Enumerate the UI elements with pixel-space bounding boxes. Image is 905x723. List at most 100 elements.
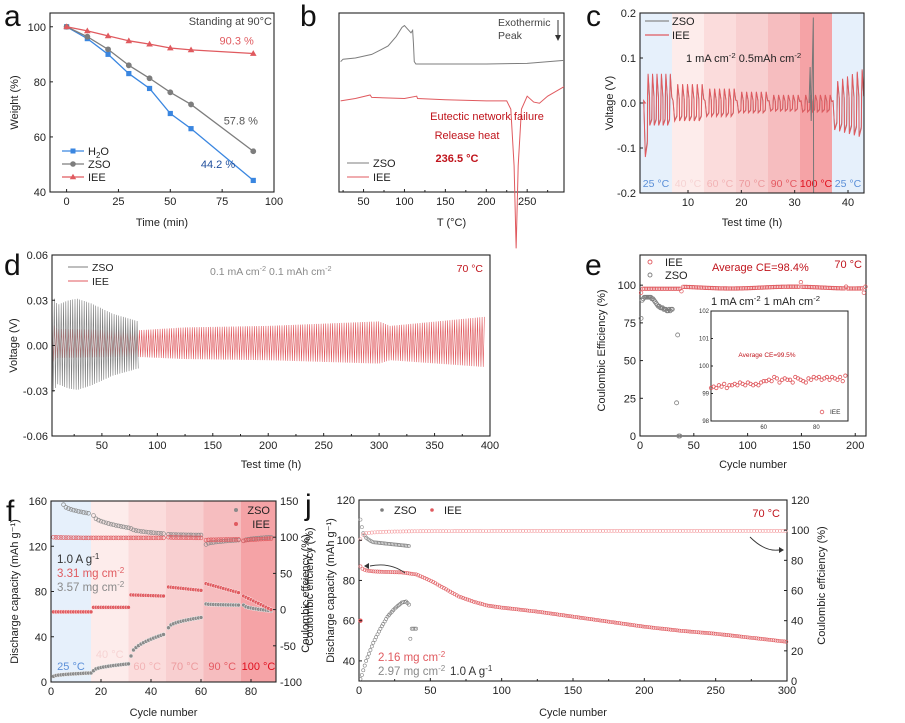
ce-point xyxy=(126,525,131,531)
ce-point xyxy=(444,529,448,534)
capacity-point xyxy=(422,576,427,580)
capacity-point xyxy=(128,653,134,659)
ce-point xyxy=(566,529,571,533)
ce-point xyxy=(171,535,176,540)
inset-data-point xyxy=(769,379,774,384)
data-point xyxy=(772,284,778,290)
panel-label-e: e xyxy=(585,249,602,282)
ce-point xyxy=(161,531,166,536)
ce-point xyxy=(73,535,79,541)
ce-point xyxy=(489,529,494,533)
capacity-point xyxy=(531,609,536,614)
y-tick-label: 40 xyxy=(343,656,355,668)
ce-point xyxy=(128,526,134,531)
data-point xyxy=(779,284,784,289)
capacity-point xyxy=(362,567,367,572)
inset-data-point xyxy=(787,377,793,382)
data-point xyxy=(63,23,70,30)
capacity-point xyxy=(578,615,583,620)
ce-point xyxy=(358,517,363,522)
inset-data-point xyxy=(790,380,795,385)
capacity-point xyxy=(439,584,444,589)
capacity-point xyxy=(371,569,376,574)
condition-note: 1 mA cm-2 0.5mAh cm-2 xyxy=(686,51,801,65)
ce-point xyxy=(176,535,181,540)
inset-frame xyxy=(710,310,849,422)
ce-point xyxy=(407,529,411,534)
note-sup: -2 xyxy=(438,650,446,659)
capacity-point xyxy=(463,596,468,601)
ce-point xyxy=(243,537,249,543)
x-tick-label: 150 xyxy=(436,196,454,208)
ce-point xyxy=(73,508,79,514)
capacity-point xyxy=(431,580,436,584)
ce-point xyxy=(672,529,677,533)
capacity-point xyxy=(506,606,510,611)
ce-point xyxy=(61,535,66,540)
y-tick-label: 40 xyxy=(34,187,46,199)
ce-point xyxy=(526,529,531,533)
x-tick-label: 100 xyxy=(265,196,283,208)
inset-data-point xyxy=(722,381,727,386)
y-outer-axis-label: Coulombic effciency (%) xyxy=(300,534,312,652)
capacity-point xyxy=(161,593,166,599)
capacity-point xyxy=(414,626,418,631)
data-point xyxy=(703,285,708,290)
ce-point xyxy=(248,537,254,542)
data-point xyxy=(104,32,112,39)
capacity-point xyxy=(773,638,778,643)
y-tick-label: 60 xyxy=(34,132,46,144)
panel-e: e 0 50 100 150 200 0 25 50 75 100 Cycle number Coulo… xyxy=(585,249,868,471)
data-point xyxy=(818,285,823,290)
y-right-tick-label: 0 xyxy=(280,605,286,617)
capacity-point xyxy=(512,607,517,611)
inset-data-point xyxy=(809,377,814,382)
ce-point xyxy=(372,540,377,545)
data-point xyxy=(675,332,681,338)
legend-sub: 2 xyxy=(96,151,101,160)
capacity-point xyxy=(733,634,737,638)
capacity-point xyxy=(685,629,690,634)
data-point xyxy=(646,286,652,291)
capacity-point xyxy=(450,591,455,595)
capacity-point xyxy=(461,596,466,600)
legend-marker xyxy=(70,148,76,154)
ce-point xyxy=(464,529,468,533)
data-point xyxy=(793,284,799,289)
inset-data-point xyxy=(785,377,790,382)
capacity-point xyxy=(683,629,688,634)
x-tick-label: 40 xyxy=(145,686,157,698)
ce-point xyxy=(216,537,221,542)
condition-note: 3.57 mg cm-2 xyxy=(57,580,125,594)
data-point xyxy=(819,285,825,290)
ce-point xyxy=(538,529,543,533)
y-tick-label: 0.2 xyxy=(621,8,636,20)
capacity-point xyxy=(621,621,626,626)
note-text: 1.0 A g xyxy=(450,666,485,678)
legend-label: ZSO xyxy=(672,16,695,28)
capacity-point xyxy=(471,599,476,604)
ce-point xyxy=(669,529,674,533)
ce-point xyxy=(63,535,69,540)
data-point xyxy=(714,286,720,291)
ce-point xyxy=(475,529,480,533)
end-value-label: 57.8 % xyxy=(224,116,258,128)
ce-point xyxy=(601,529,605,533)
capacity-point xyxy=(662,627,667,631)
data-point xyxy=(687,284,692,290)
ce-point xyxy=(113,523,119,528)
arrow-right-icon xyxy=(749,536,780,551)
x-tick-label: 250 xyxy=(518,196,536,208)
ce-point xyxy=(369,530,374,535)
ce-point xyxy=(429,529,434,534)
capacity-point xyxy=(771,638,776,643)
y-right-tick-label: -50 xyxy=(280,641,296,653)
ce-point xyxy=(58,535,64,540)
data-point xyxy=(822,285,828,290)
capacity-point xyxy=(529,609,534,613)
y-tick-label: 100 xyxy=(618,280,636,292)
capacity-point xyxy=(780,639,784,644)
capacity-point xyxy=(628,622,632,627)
capacity-point xyxy=(469,599,474,603)
ce-point xyxy=(409,529,414,534)
